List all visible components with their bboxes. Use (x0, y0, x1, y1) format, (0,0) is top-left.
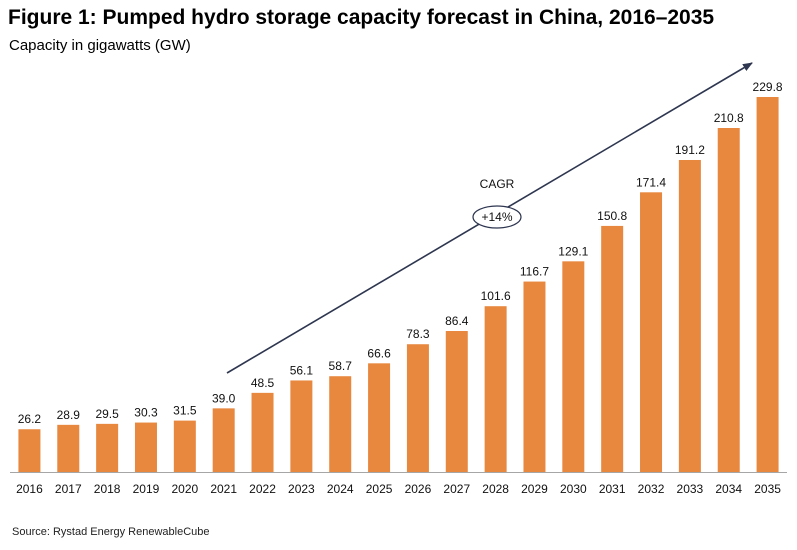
bar-2033 (678, 159, 701, 472)
x-tick-label-2018: 2018 (94, 482, 121, 496)
x-tick-label-2034: 2034 (715, 482, 742, 496)
bar-2023 (290, 380, 313, 472)
value-label-2029: 116.7 (520, 265, 549, 279)
bar-2026 (406, 344, 429, 472)
value-label-2035: 229.8 (753, 80, 783, 94)
value-label-2024: 58.7 (329, 359, 353, 373)
chart-title: Figure 1: Pumped hydro storage capacity … (8, 6, 715, 29)
bar-2030 (562, 261, 585, 472)
bar-2027 (445, 331, 468, 472)
bar-2028 (484, 306, 507, 472)
bar-2016 (18, 429, 41, 472)
value-labels-group: 26.2 28.9 29.5 30.3 31.5 39.0 48.5 56.1 58.7 66.6… (18, 80, 783, 426)
x-tick-label-2022: 2022 (249, 482, 276, 496)
value-label-2030: 129.1 (558, 244, 588, 258)
x-tick-label-2029: 2029 (521, 482, 548, 496)
value-label-2019: 30.3 (134, 406, 158, 420)
cagr-value: +14% (481, 210, 512, 224)
x-tick-label-2035: 2035 (754, 482, 781, 496)
value-label-2033: 191.2 (675, 143, 705, 157)
x-tick-label-2021: 2021 (210, 482, 237, 496)
bar-2035 (756, 97, 779, 472)
value-label-2026: 78.3 (406, 327, 430, 341)
value-label-2031: 150.8 (597, 209, 627, 223)
x-tick-label-2033: 2033 (677, 482, 704, 496)
bar-2025 (368, 363, 391, 472)
x-tick-label-2016: 2016 (16, 482, 43, 496)
bar-2032 (640, 192, 663, 472)
bar-2031 (601, 225, 624, 472)
value-label-2027: 86.4 (445, 314, 469, 328)
bar-2018 (96, 423, 119, 472)
x-tick-label-2026: 2026 (405, 482, 432, 496)
x-tick-label-2031: 2031 (599, 482, 626, 496)
x-tick-label-2028: 2028 (482, 482, 509, 496)
value-label-2023: 56.1 (290, 363, 314, 377)
x-tick-labels-group: 2016 2017 2018 2019 2020 2021 2022 2023 2024 2025… (16, 482, 781, 496)
bar-2019 (134, 422, 157, 472)
value-label-2020: 31.5 (173, 404, 197, 418)
bars-group (18, 97, 779, 472)
value-label-2016: 26.2 (18, 412, 42, 426)
source-note: Source: Rystad Energy RenewableCube (12, 526, 210, 538)
value-label-2028: 101.6 (481, 289, 511, 303)
bar-2024 (329, 376, 352, 472)
value-label-2034: 210.8 (714, 111, 744, 125)
bar-2022 (251, 392, 274, 472)
value-label-2032: 171.4 (636, 175, 666, 189)
bar-2020 (173, 420, 196, 472)
value-label-2017: 28.9 (57, 408, 81, 422)
bar-2029 (523, 281, 546, 472)
bar-2021 (212, 408, 235, 472)
chart-subtitle: Capacity in gigawatts (GW) (9, 37, 191, 54)
x-tick-label-2024: 2024 (327, 482, 354, 496)
x-tick-label-2027: 2027 (443, 482, 470, 496)
cagr-ellipse (472, 205, 522, 229)
value-label-2025: 66.6 (367, 346, 391, 360)
x-tick-label-2030: 2030 (560, 482, 587, 496)
x-tick-label-2017: 2017 (55, 482, 82, 496)
x-tick-label-2025: 2025 (366, 482, 393, 496)
x-tick-label-2020: 2020 (171, 482, 198, 496)
x-tick-label-2032: 2032 (638, 482, 665, 496)
bar-2017 (57, 424, 80, 472)
x-tick-label-2023: 2023 (288, 482, 315, 496)
value-label-2021: 39.0 (212, 391, 236, 405)
x-tick-label-2019: 2019 (133, 482, 160, 496)
value-label-2022: 48.5 (251, 376, 275, 390)
bar-2034 (717, 128, 740, 472)
value-label-2018: 29.5 (95, 407, 119, 421)
cagr-label: CAGR (480, 177, 515, 191)
